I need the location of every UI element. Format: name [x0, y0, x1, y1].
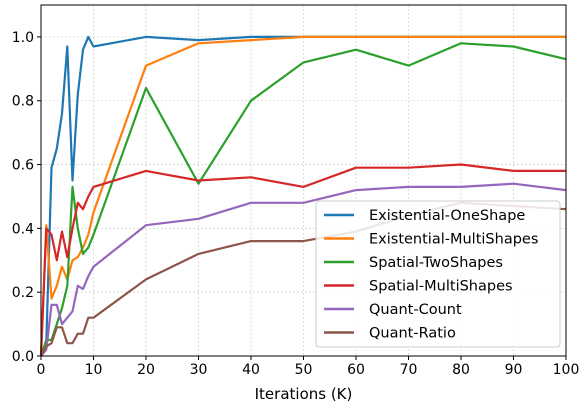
series-line-spatial-twoshapes [39, 42, 567, 357]
y-tick-label: 0.2 [12, 285, 34, 301]
y-tick-label: 1.0 [12, 30, 34, 46]
x-tick-label: 50 [295, 362, 313, 378]
x-tick-label: 0 [37, 362, 46, 378]
x-axis-label: Iterations (K) [255, 385, 353, 403]
series-lines [39, 35, 567, 357]
y-tick-label: 0.0 [12, 349, 34, 365]
legend-label: Existential-OneShape [369, 208, 525, 224]
x-tick-label: 10 [85, 362, 103, 378]
legend-label: Quant-Ratio [369, 326, 456, 342]
legend-label: Spatial-MultiShapes [369, 279, 513, 295]
series-line-spatial-multishapes [39, 163, 566, 357]
y-tick-label: 0.6 [12, 158, 34, 174]
x-tick-label: 20 [137, 362, 155, 378]
series-line-quant-count [40, 182, 567, 357]
axis-ticks: 0 10 20 30 40 50 60 70 80 90 100 0.0 0.2 0.4 0.6 0.8 1.0 [12, 30, 580, 378]
x-tick-label: 100 [553, 362, 580, 378]
x-tick-label: 90 [505, 362, 523, 378]
legend-label: Existential-MultiShapes [369, 232, 538, 248]
y-tick-label: 0.4 [12, 221, 34, 237]
legend-label: Quant-Count [369, 302, 462, 318]
y-tick-label: 0.8 [12, 94, 34, 110]
x-tick-label: 40 [242, 362, 260, 378]
x-tick-label: 80 [452, 362, 470, 378]
x-tick-label: 70 [400, 362, 418, 378]
legend-box [315, 200, 561, 348]
legend: Existential-OneShape Existential-MultiSha… [315, 200, 561, 348]
legend-label: Spatial-TwoShapes [369, 255, 503, 271]
series-line-existential-multishapes [39, 35, 566, 357]
x-tick-label: 60 [347, 362, 365, 378]
x-tick-label: 30 [190, 362, 208, 378]
